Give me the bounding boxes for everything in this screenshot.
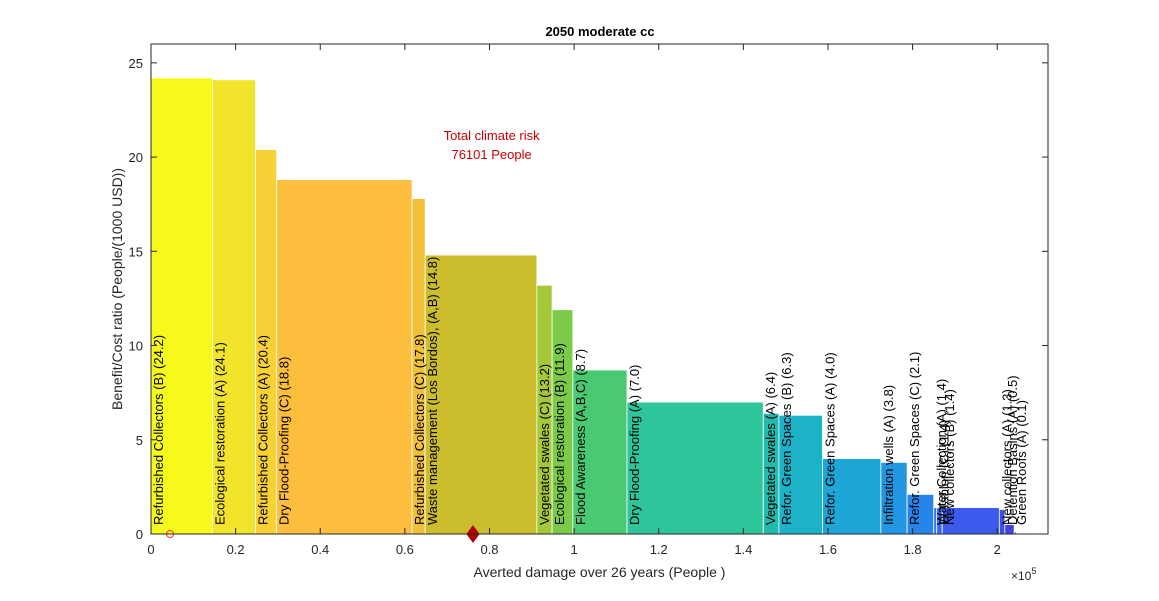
bar-label-5: Waste management (Los Bordos), (A,B) (14…: [425, 257, 440, 525]
bar-label-19: Detention Basins (A) (0.5): [1005, 375, 1020, 525]
bar-label-8: Flood Awareness (A,B,C) (8.7): [573, 349, 588, 525]
y-tick-label-2: 10: [129, 339, 143, 354]
bar-label-16: El Tablon (C) (1.4): [937, 420, 952, 525]
y-tick-label-5: 25: [129, 56, 143, 71]
x-tick-label-0: 0: [147, 542, 154, 557]
bar-label-12: Refor. Green Spaces (A) (4.0): [822, 352, 837, 525]
x-tick-label-9: 1.8: [904, 542, 922, 557]
x-tick-label-10: 2: [994, 542, 1001, 557]
total-risk-annotation-line2: 76101 People: [451, 147, 531, 162]
x-tick-label-1: 0.2: [227, 542, 245, 557]
x-tick-label-3: 0.6: [396, 542, 414, 557]
bar-label-2: Refurbished Collectors (A) (20.4): [256, 335, 271, 525]
x-tick-label-4: 0.8: [480, 542, 498, 557]
y-tick-label-3: 15: [129, 244, 143, 259]
bar-1: [211, 79, 256, 535]
x-tick-label-7: 1.4: [734, 542, 752, 557]
x-tick-label-8: 1.6: [819, 542, 837, 557]
y-axis: 0 5 10 15 20 25: [129, 56, 1048, 542]
x-axis-label: Averted damage over 26 years (People ): [474, 564, 726, 580]
bar-label-15: Water Collection (A) (1.4): [934, 379, 949, 525]
bar-label-9: Dry Flood-Proofing (A) (7.0): [627, 365, 642, 525]
bar-label-3: Dry Flood-Proofing (C) (18.8): [277, 357, 292, 525]
annotation-layer: Total climate risk 76101 People: [444, 128, 541, 162]
bar-17: [941, 507, 1000, 535]
bar-label-11: Refor. Green Spaces (B) (6.3): [779, 352, 794, 525]
bar-label-0: Refurbished Collectors (B) (24.2): [151, 335, 166, 525]
bar-9: [626, 401, 764, 535]
y-tick-label-0: 0: [136, 527, 143, 542]
bar-label-6: Vegetated swales (C) (13.2): [537, 364, 552, 525]
x-axis-multiplier-base: ×10: [1011, 569, 1032, 583]
bar-label-4: Refurbished Collectors (C) (17.8): [412, 334, 427, 525]
bar-0: [150, 77, 213, 535]
bar-label-18: New collectors (A) (1.3): [999, 389, 1014, 525]
bar-12: [822, 458, 882, 535]
bar-label-17: New collectors (B) (1.4): [942, 389, 957, 525]
x-tick-label-6: 1.2: [650, 542, 668, 557]
x-tick-label-2: 0.4: [311, 542, 329, 557]
y-tick-label-1: 5: [136, 433, 143, 448]
bar-8: [572, 369, 628, 535]
bar-label-13: Infiltration wells (A) (3.8): [881, 385, 896, 525]
total-risk-annotation-line1: Total climate risk: [444, 128, 541, 143]
plot-frame: [150, 43, 1049, 535]
bar-label-1: Ecological restoration (A) (24.1): [212, 342, 227, 525]
chart-title: 2050 moderate cc: [545, 24, 654, 39]
x-axis-multiplier-exponent: 5: [1031, 566, 1036, 576]
x-axis: 0 0.2 0.4 0.6 0.8 1 1.2 1.4 1.6 1.8 2: [147, 44, 1001, 557]
bar-13: [880, 461, 908, 535]
bar-label-20: Green Roofs (A) (0.1): [1014, 400, 1029, 525]
bar-3: [276, 179, 413, 535]
x-axis-multiplier: ×105: [1011, 566, 1036, 583]
x-tick-label-5: 1: [570, 542, 577, 557]
bar-label-7: Ecological restoration (B) (11.9): [552, 343, 567, 525]
y-tick-label-4: 20: [129, 150, 143, 165]
bar-label-10: Vegetated swales (A) (6.4): [763, 372, 778, 525]
bar-5: [424, 254, 538, 535]
bar-labels-layer: Refurbished Collectors (B) (24.2) Ecologi…: [151, 257, 1029, 525]
bar-11: [778, 414, 823, 535]
y-axis-label: Benefit/Cost ratio (People/(1000 USD)): [109, 168, 125, 410]
bar-label-14: Refor. Green Spaces (C) (2.1): [907, 352, 922, 525]
bars-layer: [150, 77, 1017, 535]
